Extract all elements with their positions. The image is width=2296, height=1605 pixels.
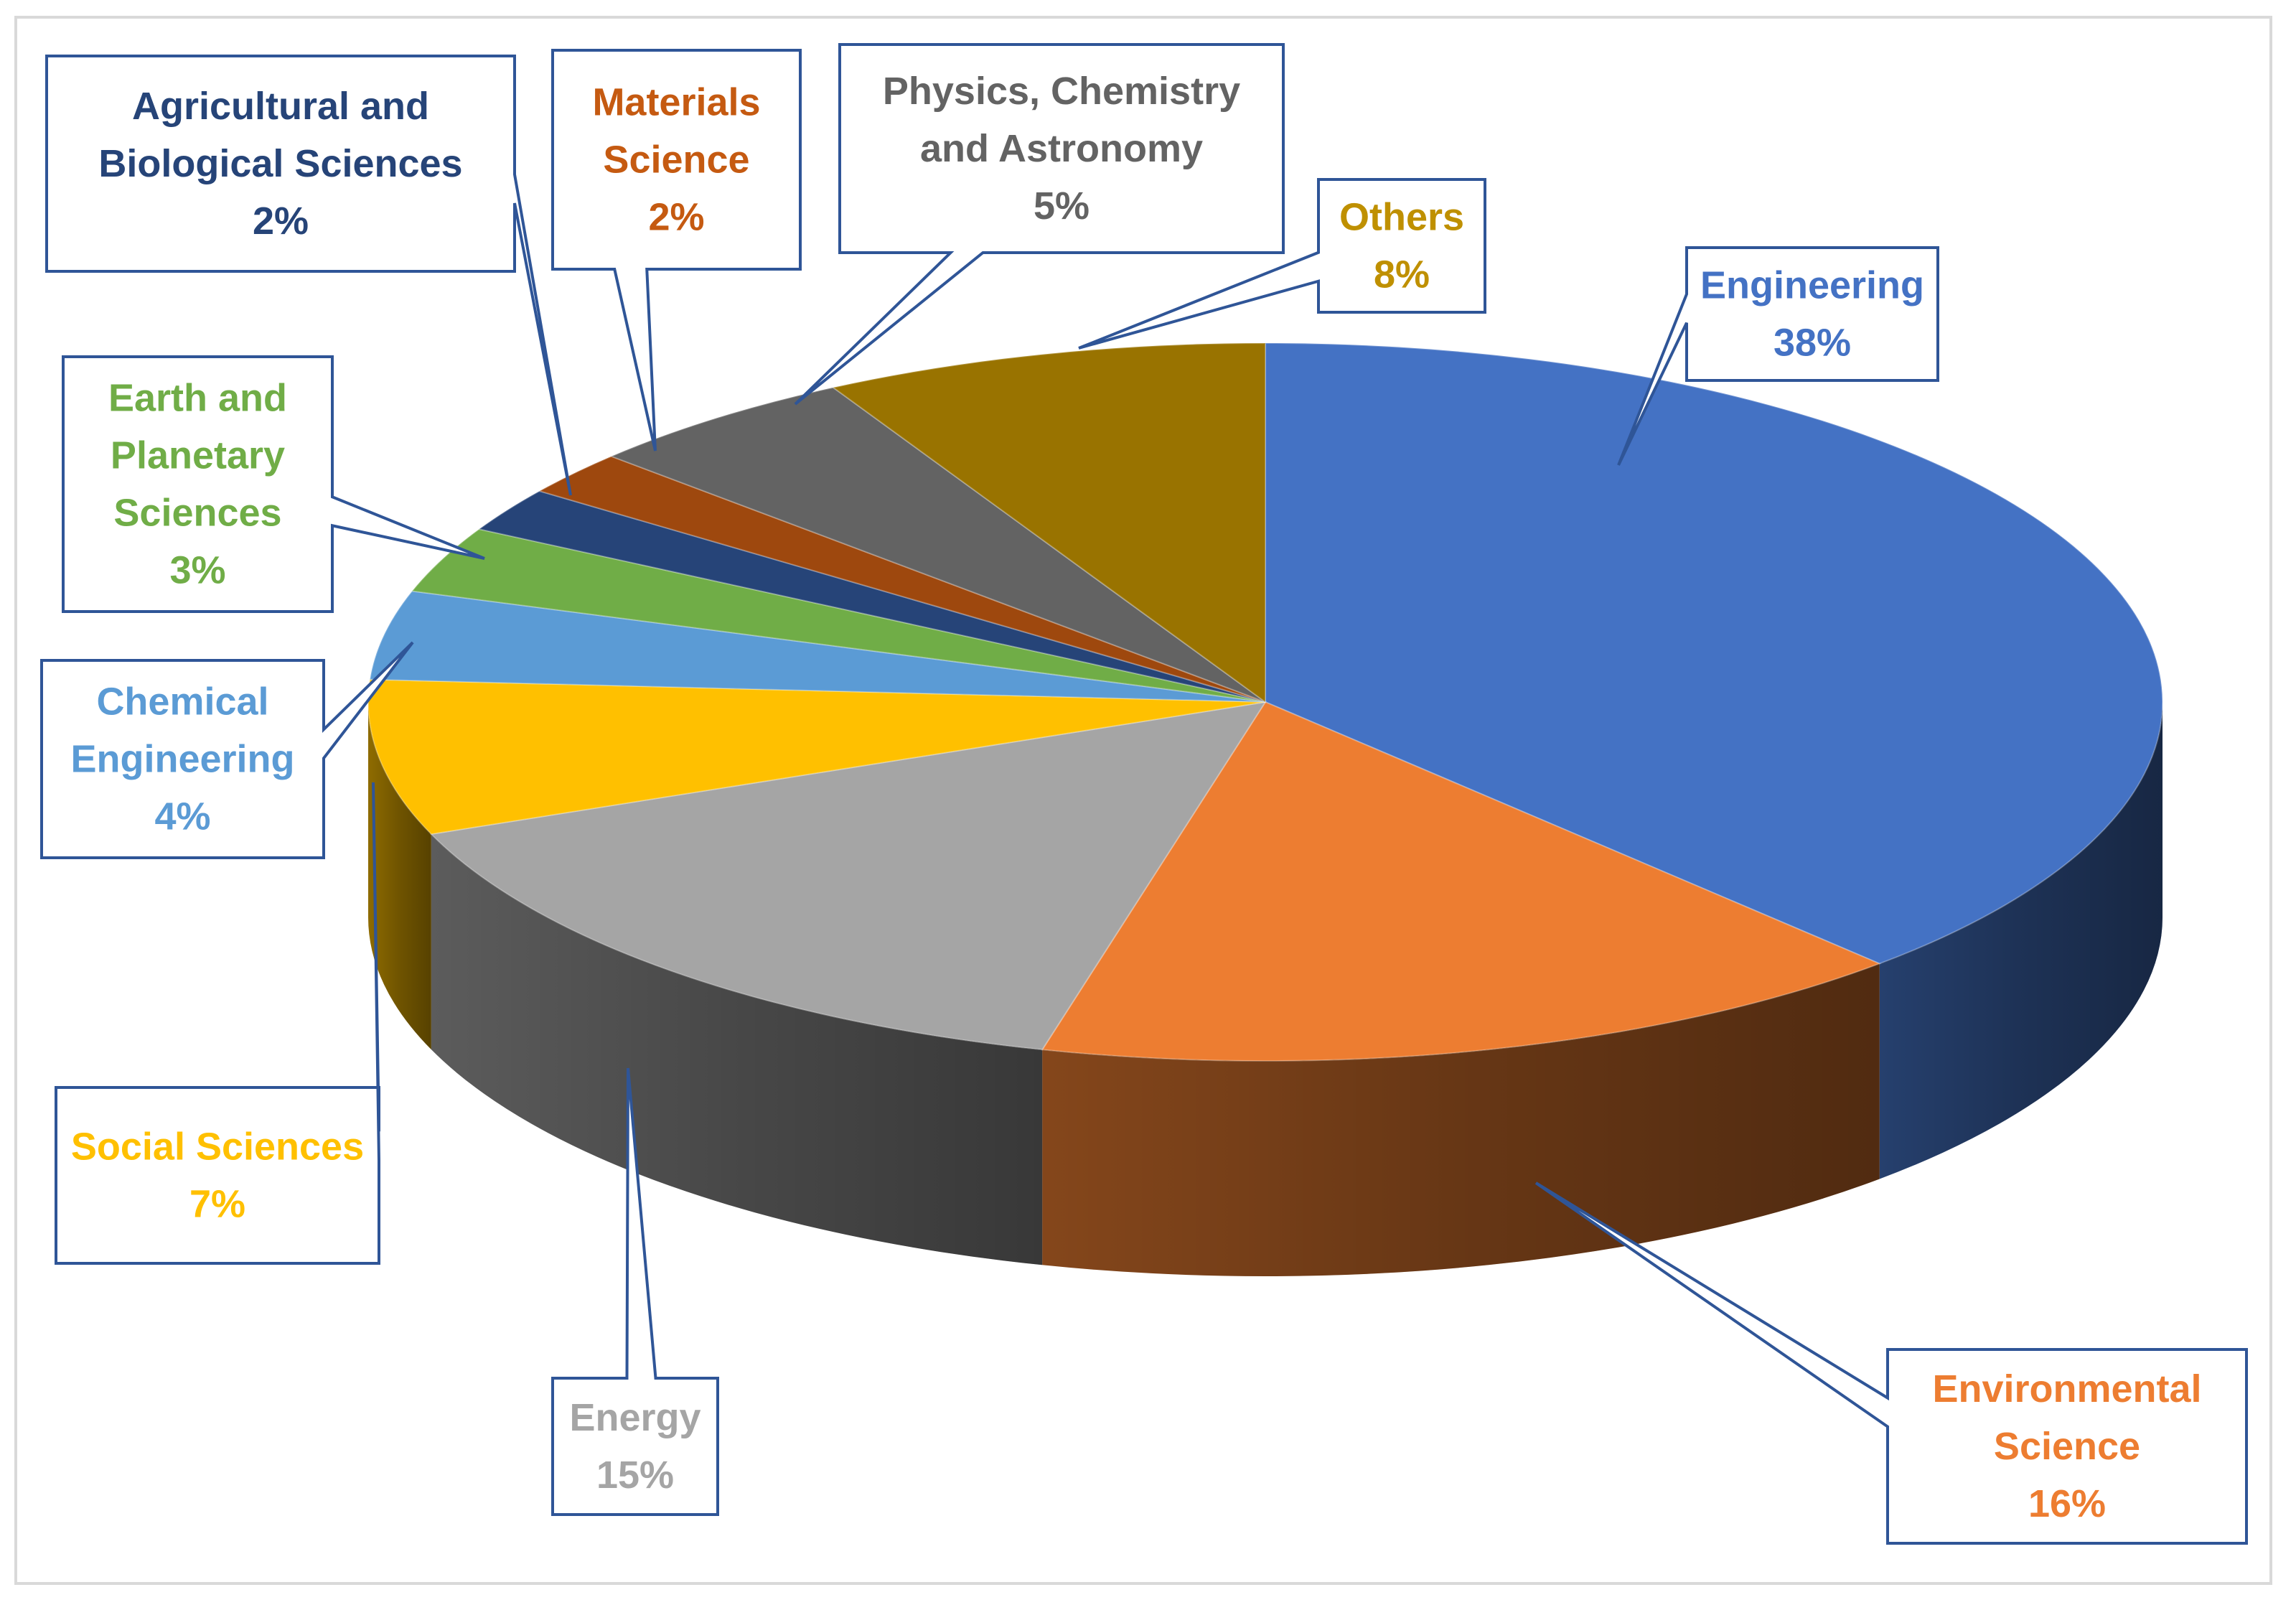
data-label-value: 2%: [253, 200, 309, 243]
callout-box-social-sciences: [55, 782, 380, 1265]
callout-agricultural-and-biological-sciences: Agricultural and Biological Sciences 2%: [45, 55, 572, 496]
callout-box-environmental-science: [1534, 1181, 2248, 1545]
callout-box-materials-science: [551, 49, 802, 451]
callout-energy: Energy 15%: [551, 1067, 719, 1516]
data-label-category: Social Sciences: [71, 1126, 364, 1169]
pie-slice-energy: [429, 701, 1268, 1051]
callout-box-others: [1078, 178, 1486, 350]
data-label-category: Others: [1339, 196, 1464, 239]
callout-others: Others 8%: [1078, 178, 1486, 350]
callout-environmental-science: Environmental Science 16%: [1534, 1181, 2248, 1545]
data-label-category: Materials: [592, 81, 760, 124]
data-label-category: Energy: [569, 1396, 700, 1439]
data-label-category: Chemical: [96, 680, 268, 724]
data-label-value: 3%: [169, 549, 225, 592]
data-label-category: and Astronomy: [920, 127, 1203, 170]
callout-box-agricultural-and-biological-sciences: [45, 55, 572, 496]
callout-engineering: Engineering 38%: [1617, 246, 1939, 466]
pie-slice-earth-and-planetary-sciences: [411, 528, 1266, 703]
data-label-category: Engineering: [1700, 264, 1924, 307]
data-label-category: Earth and: [108, 377, 287, 420]
pie-slice-chemical-engineering: [369, 590, 1266, 703]
pie-slice-environmental-science: [1041, 701, 1882, 1062]
data-label-value: 2%: [648, 196, 704, 239]
pie-slice-others: [831, 342, 1266, 703]
data-label-value: 8%: [1374, 253, 1430, 296]
callout-physics-chemistry-and-astronomy: Physics, Chemistry and Astronomy 5%: [794, 43, 1285, 406]
pie-slice-agricultural-and-biological-sciences: [477, 490, 1266, 703]
data-label-value: 38%: [1773, 322, 1851, 365]
data-label-category: Biological Sciences: [98, 142, 462, 185]
callout-box-engineering: [1617, 246, 1939, 466]
callout-social-sciences: Social Sciences 7%: [55, 782, 380, 1265]
callout-box-chemical-engineering: [40, 641, 414, 859]
callout-materials-science: Materials Science 2%: [551, 49, 802, 451]
side-wall-shade-environmental-science: [1042, 963, 1880, 1276]
callout-box-energy: [551, 1067, 719, 1516]
callout-box-earth-and-planetary-sciences: [62, 355, 485, 613]
side-wall-shade-social-sciences: [368, 702, 431, 1050]
data-label-value: 4%: [154, 795, 210, 838]
data-label-category: Agricultural and: [132, 85, 429, 128]
data-label-value: 7%: [189, 1183, 245, 1226]
data-label-category: Sciences: [113, 492, 281, 535]
side-wall-shade-engineering: [1879, 702, 2163, 1179]
data-label-category: Science: [1994, 1425, 2140, 1468]
pie-slice-materials-science: [538, 455, 1266, 703]
data-label-category: Science: [603, 139, 749, 182]
data-label-category: Engineering: [70, 738, 294, 781]
data-label-category: Environmental: [1932, 1367, 2201, 1410]
data-label-category: Planetary: [111, 434, 285, 477]
data-label-value: 5%: [1034, 184, 1090, 228]
callout-chemical-engineering: Chemical Engineering 4%: [40, 641, 414, 859]
data-label-value: 15%: [596, 1454, 674, 1497]
side-wall-shade-energy: [431, 834, 1043, 1265]
data-label-category: Physics, Chemistry: [883, 70, 1240, 113]
pie-side-walls: [368, 702, 2163, 1276]
pie-slice-physics-chemistry-and-astronomy: [609, 386, 1266, 703]
data-label-value: 16%: [2028, 1482, 2106, 1525]
callout-earth-and-planetary-sciences: Earth and Planetary Sciences 3%: [62, 355, 485, 613]
pie-top-faces: [367, 342, 2163, 1062]
pie-callouts: Engineering 38% Environmental Science 16% Ene…: [40, 43, 2248, 1545]
callout-box-physics-chemistry-and-astronomy: [794, 43, 1285, 406]
pie-slice-engineering: [1265, 342, 2163, 965]
